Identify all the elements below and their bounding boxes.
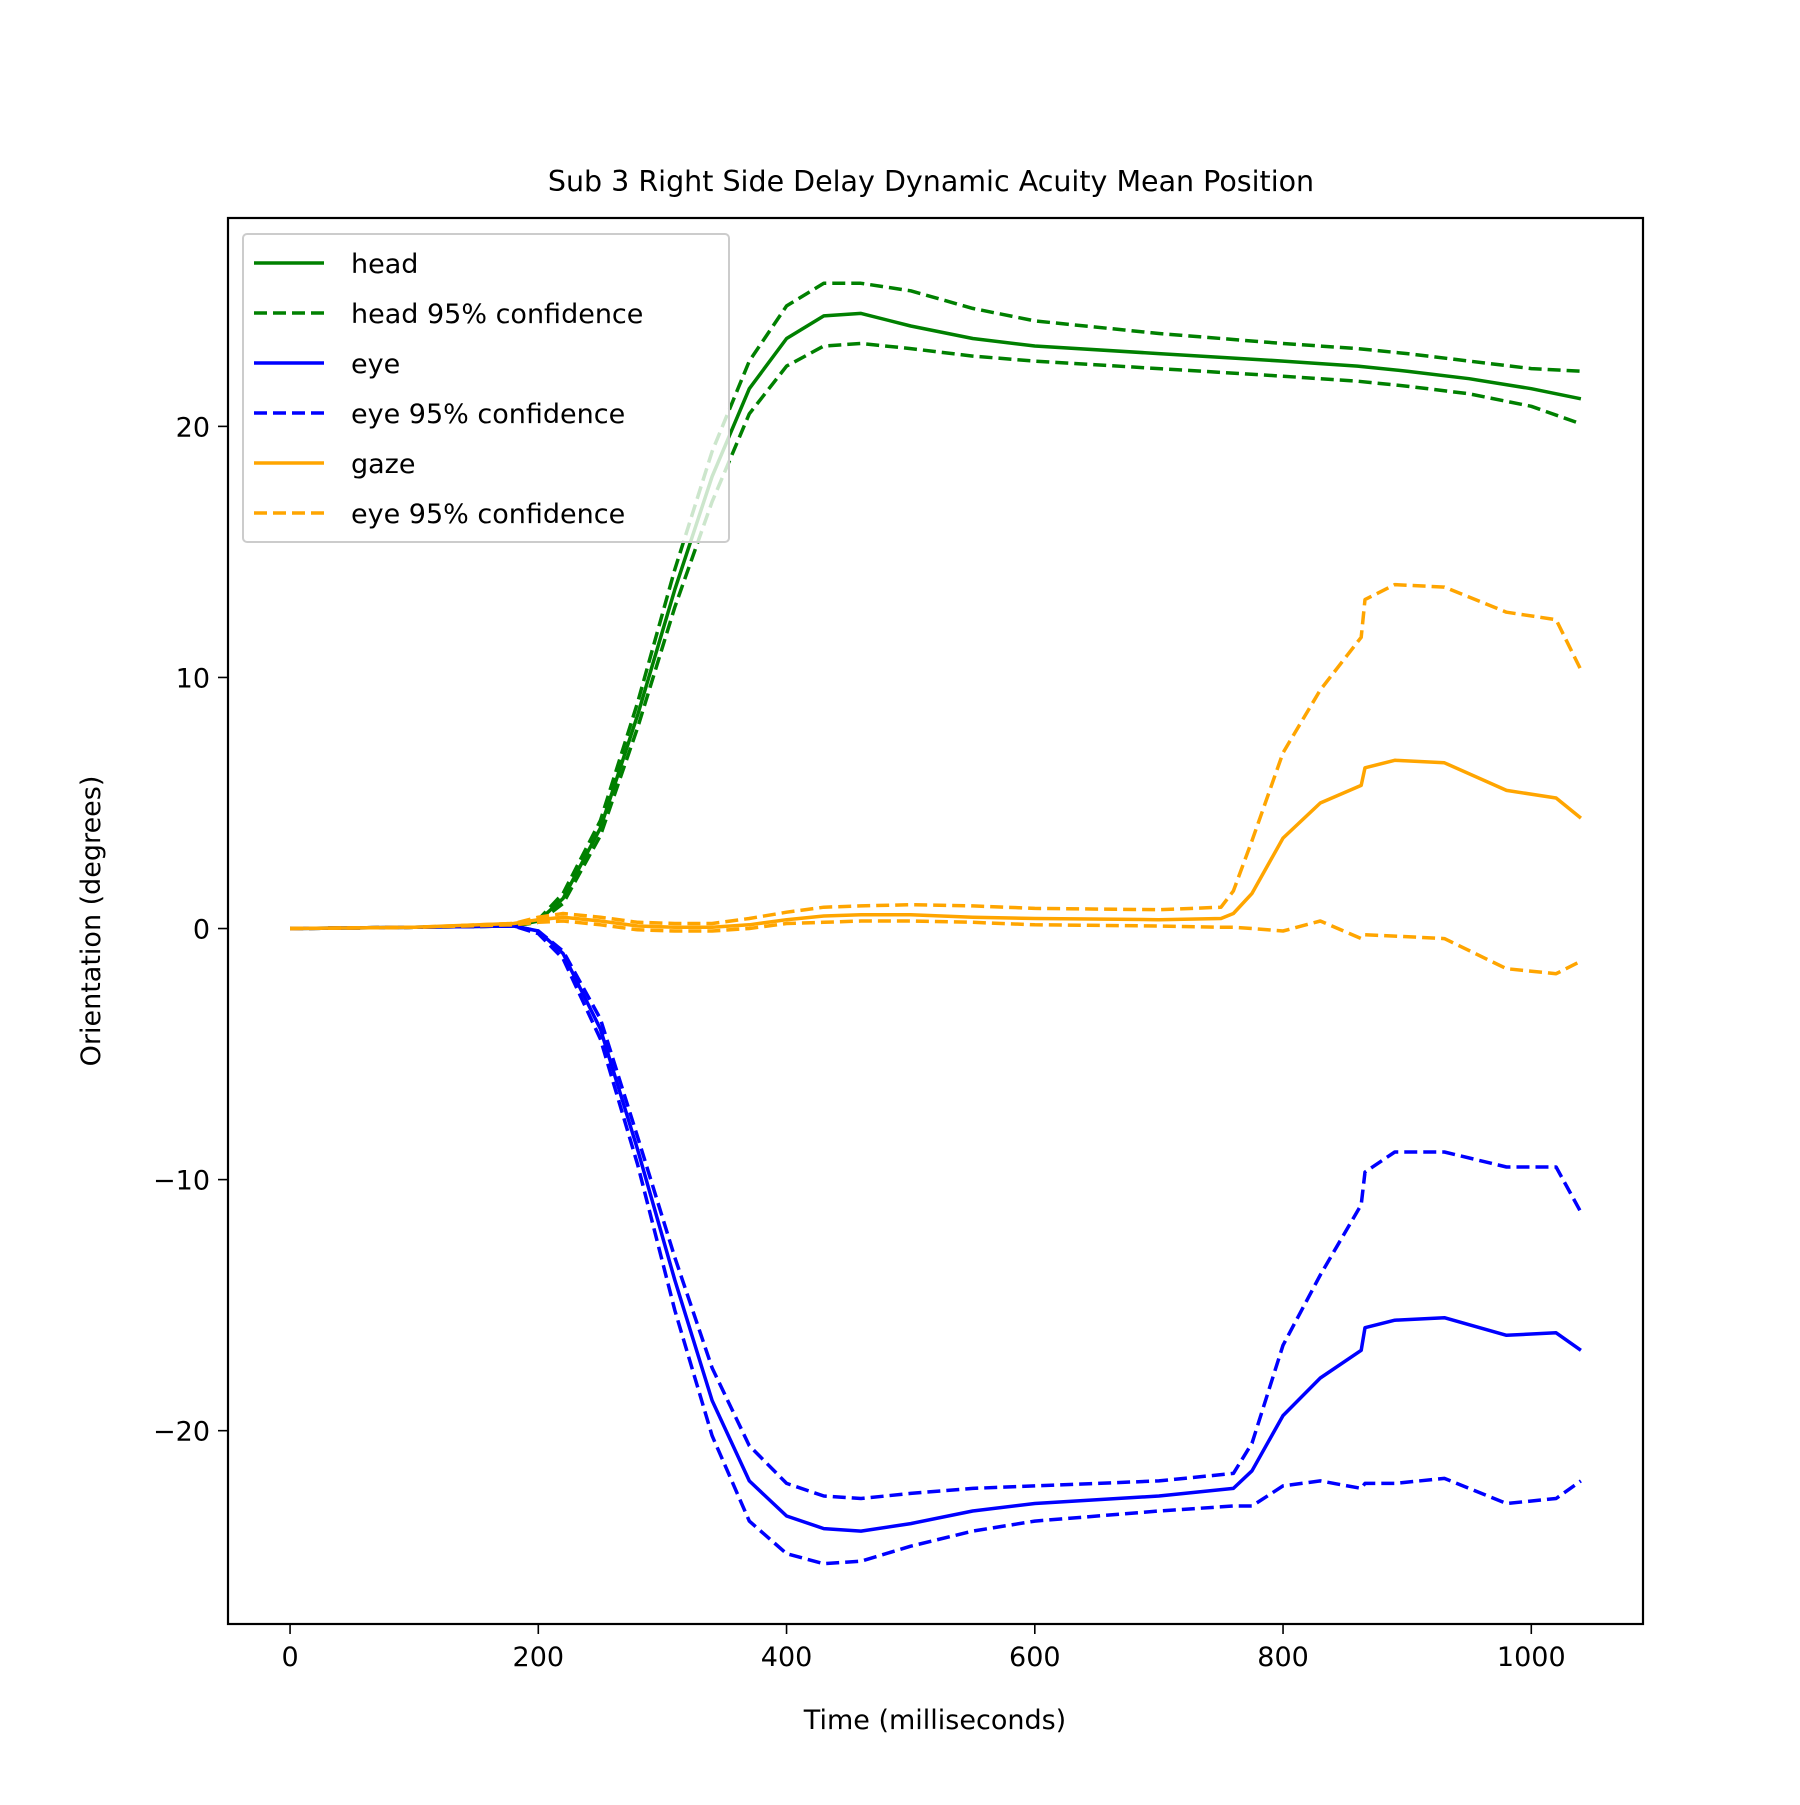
series-line-4 [290,924,1583,1501]
series-line-0 [290,311,1582,931]
legend-label: head [351,249,418,280]
x-tick-label: 1000 [1497,1642,1566,1673]
x-tick-label: 0 [281,1642,298,1673]
legend-label: head 95% confidence [351,299,643,330]
series-line-6 [290,758,1583,931]
legend-label: gaze [351,449,415,480]
y-tick-label: 20 [176,412,210,443]
legend-label: eye 95% confidence [351,399,625,430]
y-tick-label: −10 [153,1166,210,1197]
x-tick-label: 200 [513,1642,565,1673]
series-line-7 [290,582,1583,931]
x-tick-label: 400 [761,1642,813,1673]
x-axis-label: Time (milliseconds) [803,1705,1066,1736]
y-tick-label: −20 [153,1417,210,1448]
series-line-2 [290,341,1582,931]
x-tick-label: 800 [1257,1642,1309,1673]
y-axis-label: Orientation (degrees) [76,776,107,1067]
legend-label: eye [351,349,400,380]
x-tick-label: 600 [1009,1642,1061,1673]
series-line-3 [290,924,1582,1533]
legend-label: eye 95% confidence [351,499,625,530]
plot-frame [226,216,1645,1626]
plot-series [290,281,1583,1566]
axis-ticks: 0 200 400 600 800 1000 −20 −10 0 10 20 [153,412,1566,1673]
y-tick-label: 10 [176,663,210,694]
legend: head head 95% confidence eye eye 95% confid… [242,233,730,543]
series-line-8 [290,919,1582,976]
series-line-1 [290,281,1581,931]
legend-box [242,233,730,543]
y-tick-label: 0 [193,915,210,946]
series-line-5 [290,924,1582,1566]
chart-title: Sub 3 Right Side Delay Dynamic Acuity Me… [548,165,1314,198]
